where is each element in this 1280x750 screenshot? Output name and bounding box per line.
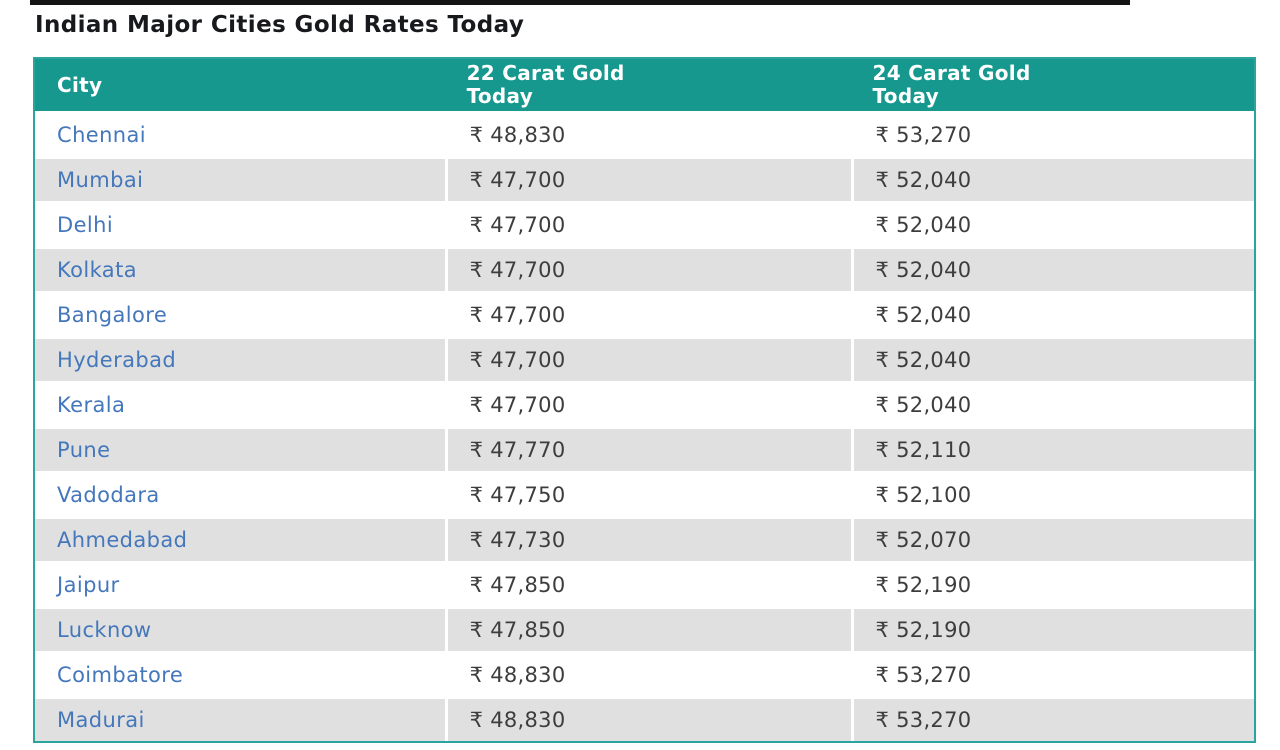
table-row: Hyderabad ₹ 47,700 ₹ 52,040 xyxy=(35,336,1254,381)
gold-rates-table: City 22 Carat Gold Today 24 Carat Gold T… xyxy=(33,57,1256,743)
city-cell: Coimbatore xyxy=(35,651,445,696)
table-row: Chennai ₹ 48,830 ₹ 53,270 xyxy=(35,111,1254,156)
rate-22-carat: ₹ 47,700 xyxy=(444,246,851,291)
rate-22-carat: ₹ 47,700 xyxy=(444,381,851,426)
table-row: Jaipur ₹ 47,850 ₹ 52,190 xyxy=(35,561,1254,606)
city-link[interactable]: Lucknow xyxy=(57,618,152,642)
city-cell: Kerala xyxy=(35,381,445,426)
table-row: Madurai ₹ 48,830 ₹ 53,270 xyxy=(35,696,1254,741)
column-header-city-label: City xyxy=(57,72,103,97)
rate-22-carat: ₹ 47,850 xyxy=(444,561,851,606)
city-cell: Hyderabad xyxy=(35,336,445,381)
table-row: Pune ₹ 47,770 ₹ 52,110 xyxy=(35,426,1254,471)
page-title: Indian Major Cities Gold Rates Today xyxy=(35,12,525,38)
table-row: Delhi ₹ 47,700 ₹ 52,040 xyxy=(35,201,1254,246)
city-cell: Pune xyxy=(35,426,445,471)
city-link[interactable]: Vadodara xyxy=(57,483,160,507)
column-header-22-carat: 22 Carat Gold Today xyxy=(444,59,851,111)
city-link[interactable]: Mumbai xyxy=(57,168,144,192)
table-row: Coimbatore ₹ 48,830 ₹ 53,270 xyxy=(35,651,1254,696)
table-row: Bangalore ₹ 47,700 ₹ 52,040 xyxy=(35,291,1254,336)
rate-24-carat: ₹ 52,040 xyxy=(850,156,1254,201)
rate-24-carat: ₹ 52,070 xyxy=(850,516,1254,561)
table-row: Kolkata ₹ 47,700 ₹ 52,040 xyxy=(35,246,1254,291)
table-body: Chennai ₹ 48,830 ₹ 53,270 Mumbai ₹ 47,700 ₹ 5… xyxy=(35,111,1254,741)
column-header-city: City xyxy=(35,59,445,111)
city-cell: Ahmedabad xyxy=(35,516,445,561)
city-link[interactable]: Kolkata xyxy=(57,258,137,282)
city-cell: Chennai xyxy=(35,111,445,156)
rate-22-carat: ₹ 48,830 xyxy=(444,696,851,741)
table-row: Mumbai ₹ 47,700 ₹ 52,040 xyxy=(35,156,1254,201)
city-cell: Madurai xyxy=(35,696,445,741)
rate-22-carat: ₹ 47,730 xyxy=(444,516,851,561)
rate-22-carat: ₹ 48,830 xyxy=(444,111,851,156)
city-cell: Delhi xyxy=(35,201,445,246)
rate-22-carat: ₹ 47,850 xyxy=(444,606,851,651)
rate-24-carat: ₹ 53,270 xyxy=(850,651,1254,696)
city-cell: Vadodara xyxy=(35,471,445,516)
rate-24-carat: ₹ 52,040 xyxy=(850,381,1254,426)
city-cell: Bangalore xyxy=(35,291,445,336)
rate-24-carat: ₹ 52,040 xyxy=(850,336,1254,381)
rate-24-carat: ₹ 52,190 xyxy=(850,606,1254,651)
rate-22-carat: ₹ 47,700 xyxy=(444,201,851,246)
city-link[interactable]: Pune xyxy=(57,438,111,462)
rate-24-carat: ₹ 52,040 xyxy=(850,291,1254,336)
table-header: City 22 Carat Gold Today 24 Carat Gold T… xyxy=(35,59,1254,111)
table-row: Kerala ₹ 47,700 ₹ 52,040 xyxy=(35,381,1254,426)
rate-22-carat: ₹ 47,750 xyxy=(444,471,851,516)
city-cell: Lucknow xyxy=(35,606,445,651)
rate-24-carat: ₹ 53,270 xyxy=(850,111,1254,156)
column-header-24-carat-label: 24 Carat Gold Today xyxy=(872,61,1031,108)
city-link[interactable]: Hyderabad xyxy=(57,348,177,372)
city-link[interactable]: Delhi xyxy=(57,213,114,237)
city-link[interactable]: Bangalore xyxy=(57,303,168,327)
city-link[interactable]: Coimbatore xyxy=(57,663,184,687)
city-link[interactable]: Jaipur xyxy=(57,573,120,597)
rate-24-carat: ₹ 52,040 xyxy=(850,201,1254,246)
rate-24-carat: ₹ 52,100 xyxy=(850,471,1254,516)
city-link[interactable]: Ahmedabad xyxy=(57,528,188,552)
city-cell: Mumbai xyxy=(35,156,445,201)
rate-22-carat: ₹ 47,700 xyxy=(444,291,851,336)
city-cell: Jaipur xyxy=(35,561,445,606)
rate-24-carat: ₹ 52,040 xyxy=(850,246,1254,291)
rate-24-carat: ₹ 52,110 xyxy=(850,426,1254,471)
rate-24-carat: ₹ 52,190 xyxy=(850,561,1254,606)
rate-24-carat: ₹ 53,270 xyxy=(850,696,1254,741)
city-cell: Kolkata xyxy=(35,246,445,291)
top-divider-bar xyxy=(30,0,1130,5)
city-link[interactable]: Madurai xyxy=(57,708,145,732)
table-row: Ahmedabad ₹ 47,730 ₹ 52,070 xyxy=(35,516,1254,561)
table-row: Lucknow ₹ 47,850 ₹ 52,190 xyxy=(35,606,1254,651)
table-row: Vadodara ₹ 47,750 ₹ 52,100 xyxy=(35,471,1254,516)
header-row: City 22 Carat Gold Today 24 Carat Gold T… xyxy=(35,59,1254,111)
rate-22-carat: ₹ 47,700 xyxy=(444,336,851,381)
rate-22-carat: ₹ 47,700 xyxy=(444,156,851,201)
rate-22-carat: ₹ 47,770 xyxy=(444,426,851,471)
column-header-24-carat: 24 Carat Gold Today xyxy=(850,59,1254,111)
city-link[interactable]: Chennai xyxy=(57,123,147,147)
city-link[interactable]: Kerala xyxy=(57,393,126,417)
column-header-22-carat-label: 22 Carat Gold Today xyxy=(466,61,625,108)
rate-22-carat: ₹ 48,830 xyxy=(444,651,851,696)
